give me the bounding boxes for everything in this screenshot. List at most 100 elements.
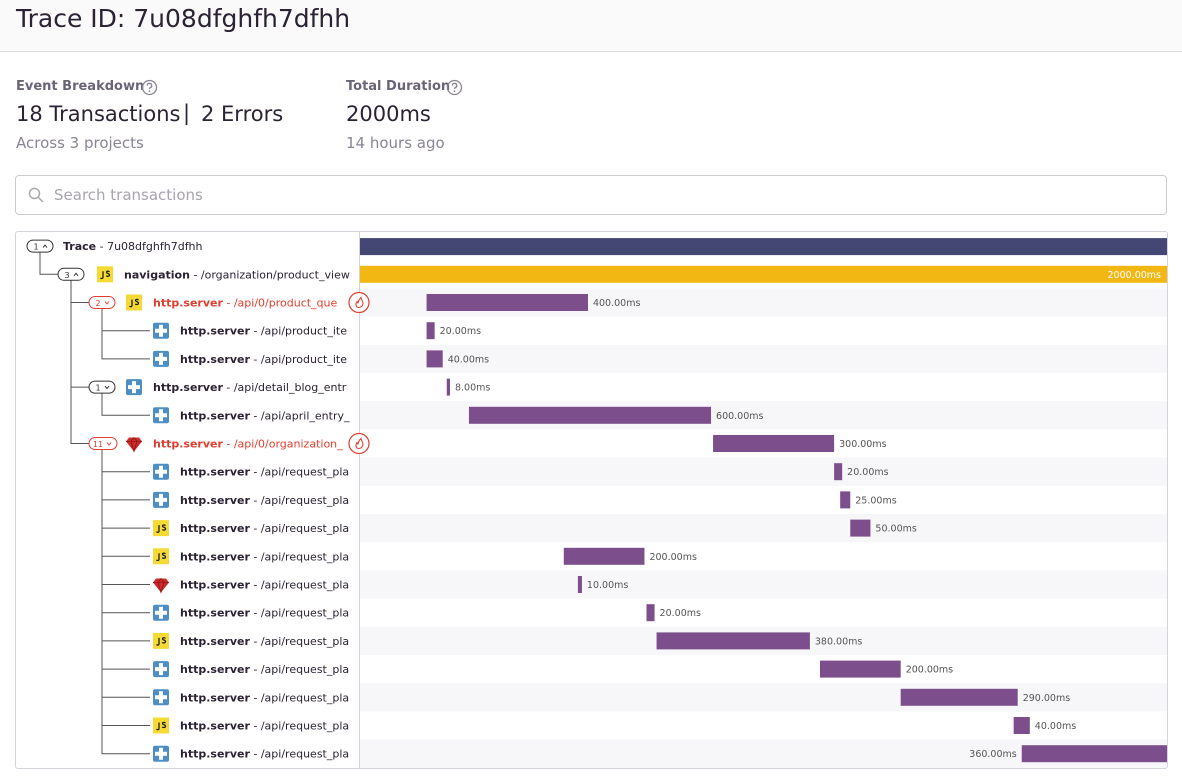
help-icon[interactable] [446, 79, 463, 96]
separator: | [183, 101, 191, 125]
platform-glyph [155, 747, 167, 760]
row-label: http.server - /api/0/product_que [153, 297, 338, 310]
ruby-icon [126, 437, 142, 452]
collapse-badge[interactable] [88, 296, 116, 309]
span-bar [446, 378, 450, 396]
collapse-badge[interactable] [57, 267, 85, 281]
ruby-facet [126, 436, 142, 453]
platform-glyph [155, 663, 167, 676]
search-box[interactable]: Search transactions [15, 175, 1167, 215]
row-stripe [360, 683, 1167, 712]
duration-label: Total Duration [346, 79, 451, 94]
row-op: http.server [153, 438, 223, 451]
span-bar [819, 660, 901, 678]
tree-connector [101, 449, 150, 670]
tree-connector [39, 252, 58, 275]
duration-label: 8.00ms [455, 383, 490, 394]
platform-glyph [155, 691, 167, 704]
tree-connector [101, 308, 150, 332]
row-description: - /api/request_pla [250, 635, 349, 648]
duration-label: 40.00ms [448, 354, 489, 365]
span-bar [1021, 745, 1167, 763]
row-label: http.server - /api/request_pla [180, 663, 349, 676]
error-badge[interactable] [348, 291, 370, 314]
span-bar [850, 519, 871, 537]
tree-connector [101, 449, 150, 698]
row-op: http.server [153, 297, 223, 310]
child-count: 2 [95, 299, 100, 308]
span-bar [426, 322, 435, 340]
tree-connector [101, 449, 150, 726]
span-bar [360, 265, 1167, 283]
row-op: http.server [180, 663, 250, 676]
span-bar [656, 632, 810, 650]
row-op: http.server [180, 325, 250, 338]
row-label: http.server - /api/request_pla [180, 522, 349, 535]
collapse-badge[interactable] [26, 239, 54, 253]
tree-connector [101, 449, 150, 755]
row-description: - /api/0/organization_ [223, 438, 343, 451]
collapse-chevron [104, 301, 110, 305]
child-count: 11 [93, 440, 103, 449]
row-op: http.server [180, 748, 250, 761]
tree-connector [101, 449, 150, 642]
span-bar [468, 406, 712, 424]
row-label: http.server - /api/request_pla [180, 635, 349, 648]
span-bar [713, 435, 835, 452]
time-ago: 14 hours ago [346, 134, 445, 152]
row-description: - /api/request_pla [250, 466, 349, 479]
span-bar [840, 491, 851, 509]
row-description: - /organization/product_view [190, 268, 350, 281]
row-stripe [360, 457, 1167, 486]
collapse-chevron [73, 272, 79, 277]
collapse-badge[interactable] [88, 437, 118, 450]
tree-connector [101, 449, 150, 585]
js-glyph [155, 524, 167, 533]
row-op: http.server [180, 691, 250, 704]
platform-glyph [155, 409, 167, 422]
duration-label: 400.00ms [593, 298, 640, 309]
row-label: http.server - /api/product_ite [180, 325, 347, 338]
row-label: Trace - 7u08dfghfh7dfhh [63, 240, 203, 253]
js-glyph [128, 298, 140, 308]
platform-glyph [155, 324, 167, 337]
header [0, 0, 1182, 52]
duration-label: 25.00ms [855, 495, 896, 506]
child-count: 1 [33, 243, 38, 252]
span-bar [577, 576, 582, 593]
row-description: - /api/request_pla [250, 494, 349, 507]
row-op: http.server [180, 635, 250, 648]
help-icon[interactable] [141, 79, 158, 96]
row-label: http.server - /api/request_pla [180, 748, 349, 761]
duration-label: 360.00ms [969, 749, 1016, 760]
collapse-chevron [104, 385, 110, 390]
error-badge[interactable] [348, 432, 370, 455]
row-label: http.server - /api/0/organization_ [153, 438, 343, 451]
error-flame [355, 296, 364, 309]
row-op: http.server [180, 579, 250, 592]
platform-glyph [155, 493, 167, 506]
duration-label: 200.00ms [906, 665, 953, 676]
js-icon [97, 266, 113, 283]
row-op: Trace [63, 240, 96, 253]
row-label: http.server - /api/april_entry_ [180, 409, 350, 422]
row-op: http.server [180, 466, 250, 479]
collapse-badge[interactable] [88, 380, 116, 394]
row-description: - /api/request_pla [250, 748, 349, 761]
projects-count: Across 3 projects [16, 134, 144, 152]
tree-connector [101, 449, 150, 473]
row-label: http.server - /api/request_pla [180, 720, 349, 733]
tree-connector [101, 449, 150, 614]
duration-label: 20.00ms [440, 326, 481, 337]
breakdown-label: Event Breakdown [16, 79, 145, 94]
child-count: 3 [64, 271, 69, 280]
row-description: - /api/request_pla [250, 550, 349, 563]
row-label: http.server - /api/product_ite [180, 353, 347, 366]
row-label: http.server - /api/request_pla [180, 494, 349, 507]
row-description: - /api/detail_blog_entr [223, 381, 347, 394]
duration-label: 300.00ms [839, 439, 886, 450]
row-description: - /api/request_pla [250, 720, 349, 733]
span-bar [426, 294, 588, 311]
js-icon [126, 294, 142, 311]
errors-count: 2 Errors [201, 102, 284, 126]
